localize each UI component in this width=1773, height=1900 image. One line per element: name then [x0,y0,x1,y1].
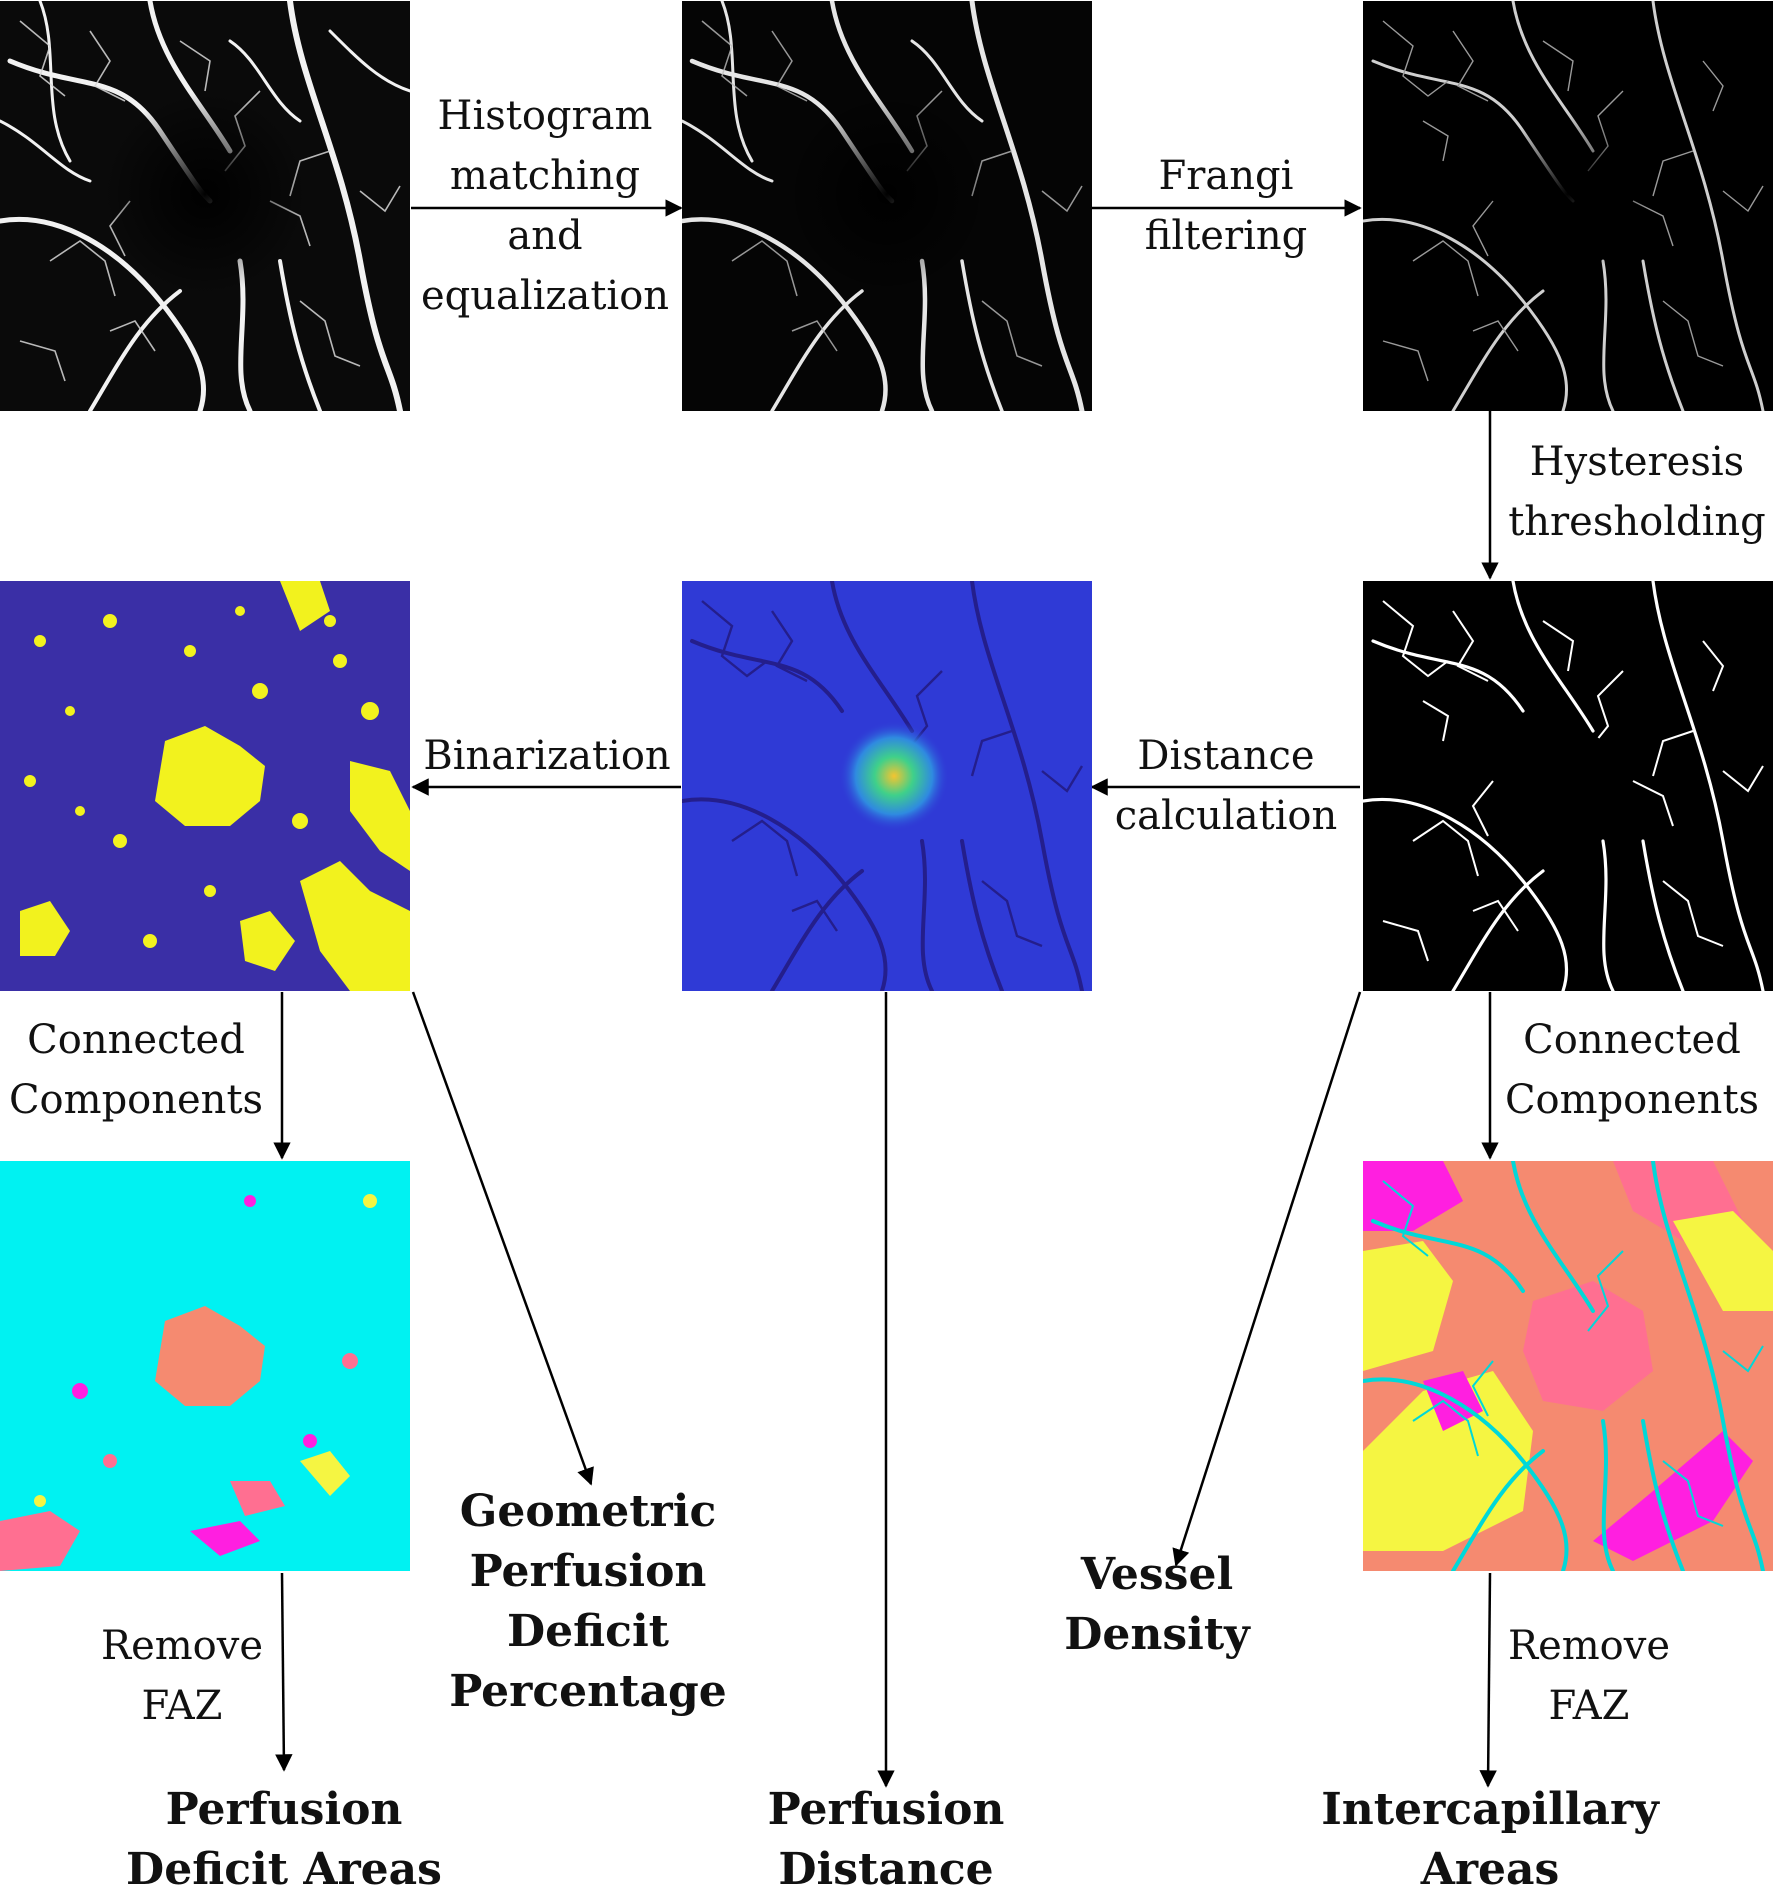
label-line: Components [1504,1077,1760,1123]
label-line: filtering [1144,213,1308,259]
arrow-remove-faz-left [275,1572,293,1772]
output-geometric-perfusion-deficit: Geometric Perfusion Deficit Percentage [449,1482,726,1722]
label-line: Binarization [423,733,671,779]
label-line: FAZ [1548,1683,1630,1729]
output-line: Density [1064,1609,1250,1660]
label-line: equalization [420,273,670,319]
label-binarization: Binarization [423,726,670,786]
binary-vessels-panel [1363,581,1773,991]
arrow-vessel-density [1172,991,1362,1567]
perfusion-components-panel [0,1161,410,1571]
label-remove-faz-right: Remove FAZ [1508,1616,1670,1736]
label-line: Frangi [1158,153,1294,199]
label-line: Distance [1137,733,1315,779]
label-remove-faz-left: Remove FAZ [101,1616,263,1736]
output-perfusion-distance: Perfusion Distance [768,1780,1005,1900]
label-line: thresholding [1508,499,1766,545]
label-distance-calculation: Distance calculation [1115,726,1338,846]
label-line: Components [8,1077,264,1123]
oct-original-panel [0,1,410,411]
label-line: Connected [27,1017,245,1063]
output-line: Distance [778,1844,994,1895]
output-line: Deficit [507,1606,669,1657]
label-line: FAZ [141,1683,223,1729]
output-vessel-density: Vessel Density [1064,1545,1250,1665]
label-connected-components-left: Connected Components [9,1010,263,1130]
arrow-geometric [411,991,594,1486]
perfusion-binary-panel [0,581,410,991]
label-frangi-filtering: Frangi filtering [1145,146,1308,266]
output-line: Intercapillary [1321,1784,1659,1835]
output-line: Deficit Areas [126,1844,442,1895]
frangi-panel [1363,1,1773,411]
arrow-remove-faz-right [1479,1572,1497,1788]
label-line: Remove [1507,1623,1671,1669]
output-line: Perfusion [469,1546,707,1597]
output-line: Perfusion [165,1784,403,1835]
label-line: Remove [100,1623,264,1669]
label-line: matching [449,153,641,199]
output-line: Percentage [449,1666,727,1717]
output-intercapillary-areas: Intercapillary Areas [1321,1780,1659,1900]
output-line: Perfusion [767,1784,1005,1835]
output-perfusion-deficit-areas: Perfusion Deficit Areas [126,1780,442,1900]
label-line: Histogram [437,93,653,139]
label-histogram-matching: Histogram matching and equalization [421,86,669,326]
intercapillary-components-panel [1363,1161,1773,1571]
label-connected-components-right: Connected Components [1505,1010,1759,1130]
oct-equalized-panel [682,1,1092,411]
label-hysteresis-thresholding: Hysteresis thresholding [1508,432,1766,552]
output-line: Vessel [1080,1549,1234,1600]
label-line: and [507,213,583,259]
label-line: Hysteresis [1529,439,1745,485]
label-line: calculation [1114,793,1338,839]
output-line: Geometric [459,1486,717,1537]
distance-map-panel [682,581,1092,991]
output-line: Areas [1420,1844,1560,1895]
label-line: Connected [1523,1017,1741,1063]
